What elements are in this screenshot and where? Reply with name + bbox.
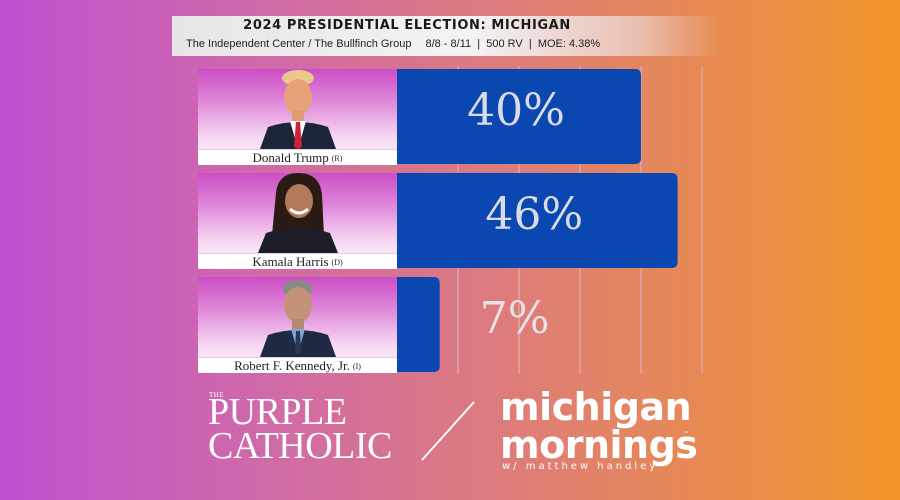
candidate-panel-harris: Kamala Harris (D) <box>198 173 397 269</box>
trump-portrait-icon <box>260 70 336 149</box>
candidate-panel-kennedy: Robert F. Kennedy, Jr. (I) <box>198 277 397 373</box>
bar-trump <box>397 69 641 164</box>
data-label-harris: 46% <box>485 189 584 240</box>
candidate-name-label: Donald Trump (R) <box>198 149 397 165</box>
sample-size: 500 RV <box>486 38 523 50</box>
purple-catholic-logo: THE PURPLE CATHOLIC <box>208 391 392 467</box>
margin-of-error: MOE: 4.38% <box>537 38 601 50</box>
poll-dates: 8/8 - 8/11 <box>425 38 472 50</box>
pollster-label: The Independent Center / The Bullfinch G… <box>186 38 412 50</box>
poll-subtitle: The Independent Center / The Bullfinch G… <box>186 38 601 50</box>
bar-kennedy <box>397 277 440 372</box>
poll-header: 2024 PRESIDENTIAL ELECTION: MICHIGAN The… <box>172 16 720 56</box>
bar-harris <box>397 173 678 268</box>
kennedy-portrait-icon <box>260 280 336 357</box>
harris-portrait-icon <box>258 173 338 253</box>
bars <box>397 69 678 372</box>
candidate-name-label: Robert F. Kennedy, Jr. (I) <box>198 357 397 373</box>
candidate-panel-trump: Donald Trump (R) <box>198 69 397 165</box>
data-label-kennedy: 7% <box>479 293 550 344</box>
divider-slash <box>421 401 475 461</box>
candidate-name-label: Kamala Harris (D) <box>198 253 397 269</box>
data-label-trump: 40% <box>467 85 565 136</box>
chart-title: 2024 PRESIDENTIAL ELECTION: MICHIGAN <box>243 18 571 33</box>
